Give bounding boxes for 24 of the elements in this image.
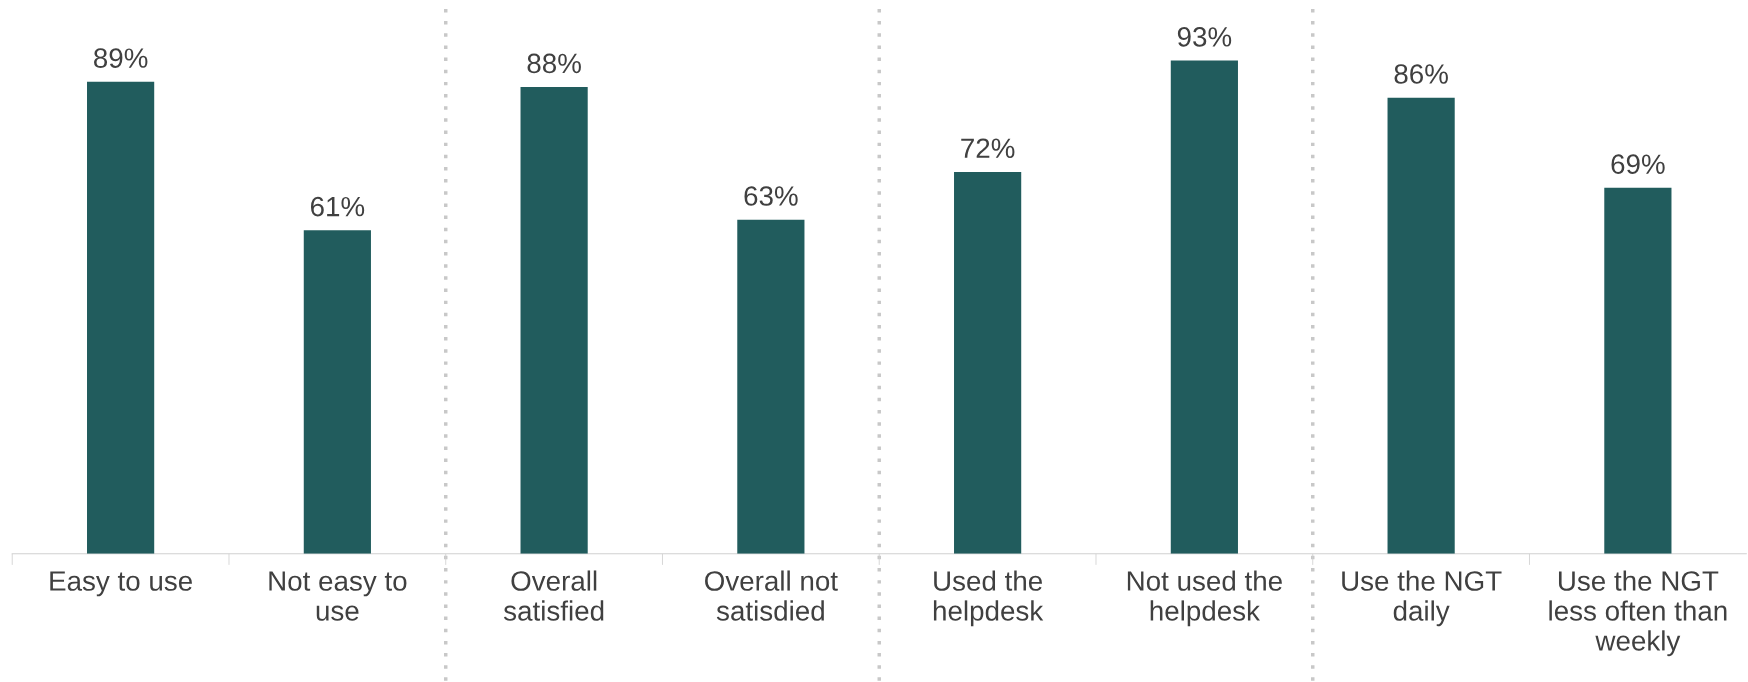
data-label: 63% — [744, 186, 798, 206]
x-tick-label: Not easy to use — [269, 571, 407, 621]
x-tick-label: Overall satisfied — [503, 570, 604, 621]
x-tick-label: Use the NGT less often than weekly — [1549, 570, 1727, 657]
data-label: 88% — [527, 53, 581, 74]
data-label: 93% — [1177, 27, 1232, 47]
data-label: 72% — [961, 138, 1015, 158]
bar — [303, 230, 371, 554]
x-tick-label: Not used the helpdesk — [1127, 570, 1282, 627]
bar — [1387, 97, 1455, 554]
x-tick-label: Easy to use — [50, 571, 192, 597]
x-tick-label: Used the helpdesk — [933, 570, 1044, 627]
bar — [737, 219, 805, 554]
data-label: 61% — [310, 196, 365, 217]
bar — [1170, 60, 1238, 554]
bar — [1604, 187, 1672, 554]
bar — [954, 171, 1022, 554]
bar — [87, 81, 155, 554]
data-label: 89% — [94, 48, 148, 68]
bar — [520, 87, 588, 554]
data-label: 69% — [1611, 154, 1665, 175]
x-tick-label: Overall not satisdied — [705, 570, 838, 621]
x-tick-label: Use the NGT daily — [1342, 570, 1502, 627]
data-label: 86% — [1394, 64, 1448, 84]
